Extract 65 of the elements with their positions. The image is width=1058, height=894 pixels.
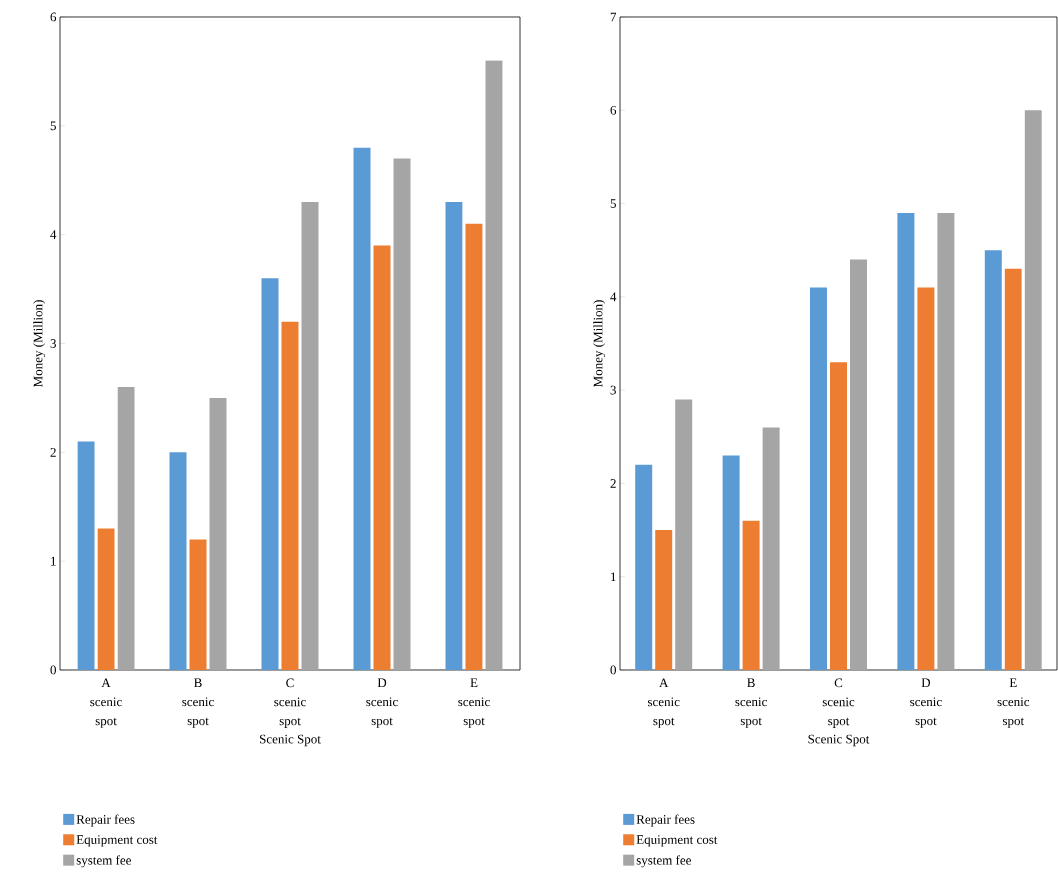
bar (1024, 110, 1042, 670)
x-tick-label: C scenic spot (274, 678, 306, 728)
bar (830, 362, 847, 670)
x-tick-label: D scenic spot (910, 678, 942, 728)
bar (169, 452, 187, 670)
bar (353, 147, 371, 670)
bar (897, 212, 915, 670)
bar (810, 287, 827, 670)
y-tick-label: 5 (610, 199, 616, 208)
x-tick-label: A scenic spot (90, 678, 122, 728)
bar (281, 321, 299, 670)
bar (97, 528, 115, 670)
y-tick-label: 3 (610, 385, 616, 395)
bar (984, 250, 1002, 670)
y-tick-label: 1 (51, 556, 56, 566)
bar (485, 60, 503, 670)
bar (77, 441, 95, 670)
y-tick-label: 1 (611, 572, 616, 581)
bar (655, 530, 673, 670)
legend-label: Equipment cost (636, 835, 718, 847)
bar (675, 399, 693, 670)
y-tick-label: 7 (610, 12, 617, 22)
y-tick-label: 0 (610, 665, 616, 675)
bar (850, 259, 867, 670)
bar (722, 455, 740, 670)
y-tick-label: 2 (610, 479, 616, 488)
x-axis-title: Scenic Spot (260, 734, 321, 747)
y-tick-label: 0 (50, 665, 56, 675)
y-tick-label: 3 (50, 339, 56, 348)
x-tick-label: B scenic spot (735, 678, 767, 728)
bar (465, 223, 483, 670)
bar (189, 539, 207, 670)
y-axis-title: Money (Million) (593, 300, 606, 387)
y-axis-title: Money (Million) (33, 300, 46, 387)
bar (742, 520, 760, 670)
bar (445, 202, 463, 670)
bar (917, 287, 935, 670)
bar (635, 464, 653, 670)
y-tick-label: 6 (610, 105, 617, 115)
x-tick-label: B scenic spot (182, 678, 214, 728)
x-tick-label: C scenic spot (822, 678, 855, 728)
y-tick-label: 4 (610, 292, 617, 302)
bar (261, 278, 279, 670)
legend-label: system fee (636, 855, 691, 868)
legend-label: system fee (76, 855, 131, 868)
x-tick-label: E scenic spot (997, 678, 1030, 728)
y-tick-label: 2 (50, 448, 56, 457)
bar (117, 387, 135, 670)
y-tick-label: 4 (50, 230, 57, 239)
bar (762, 427, 780, 670)
bar (1004, 268, 1022, 670)
x-tick-label: D scenic spot (366, 678, 398, 728)
y-tick-label: 5 (50, 121, 56, 131)
bar (209, 397, 227, 670)
bar (937, 212, 955, 670)
legend-label: Repair fees (636, 814, 695, 827)
x-tick-label: A scenic spot (648, 678, 680, 728)
bar (301, 202, 319, 670)
bar (373, 245, 391, 670)
x-axis-title: Scenic Spot (808, 734, 870, 747)
legend-label: Repair fees (76, 814, 135, 827)
bar (393, 158, 411, 670)
x-tick-label: E scenic spot (458, 678, 490, 728)
legend-label: Equipment cost (76, 835, 158, 847)
y-tick-label: 6 (50, 12, 57, 22)
